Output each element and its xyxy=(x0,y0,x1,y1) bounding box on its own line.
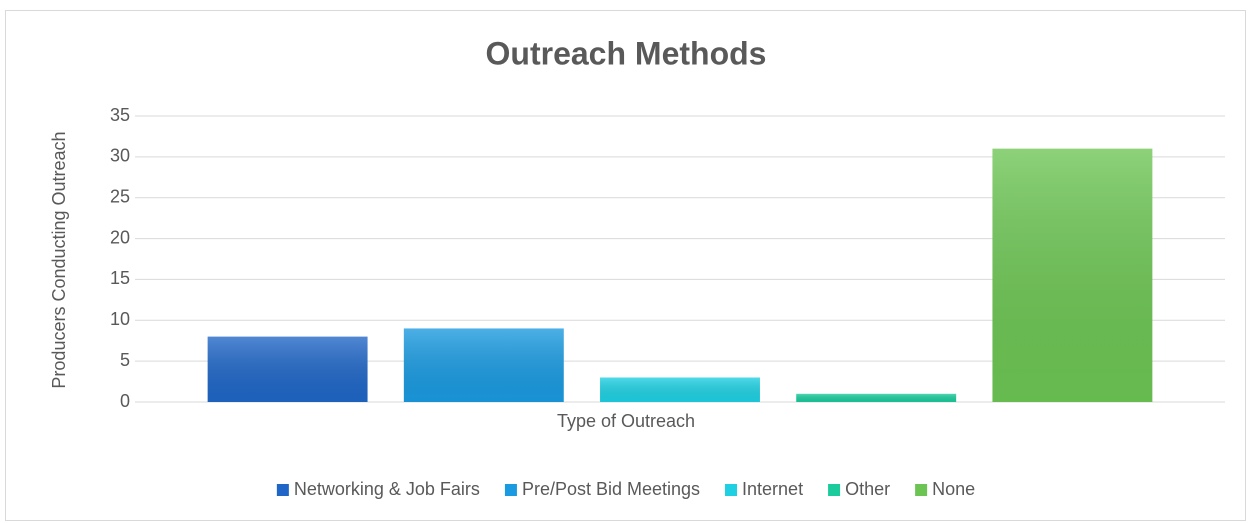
bar xyxy=(403,328,564,402)
y-tick-label: 30 xyxy=(110,146,130,166)
legend-label: Other xyxy=(845,479,890,499)
legend-swatch xyxy=(915,484,928,496)
bar xyxy=(600,377,760,402)
chart-title: Outreach Methods xyxy=(486,35,767,71)
bar xyxy=(992,148,1153,402)
y-axis-label: Producers Conducting Outreach xyxy=(49,131,69,388)
y-tick-label: 0 xyxy=(120,391,130,411)
legend-label: None xyxy=(932,479,975,499)
legend-swatch xyxy=(828,484,841,496)
y-tick-label: 35 xyxy=(110,105,130,125)
legend-label: Pre/Post Bid Meetings xyxy=(522,479,700,499)
legend-swatch xyxy=(725,484,738,496)
legend-label: Networking & Job Fairs xyxy=(294,479,480,499)
y-tick-label: 5 xyxy=(120,350,130,370)
y-tick-label: 10 xyxy=(110,309,130,329)
legend-label: Internet xyxy=(742,479,803,499)
x-axis-label: Type of Outreach xyxy=(557,411,695,431)
legend: Networking & Job Fairs Pre/Post Bid Meeti… xyxy=(276,479,975,499)
legend-swatch xyxy=(504,484,517,496)
legend-swatch xyxy=(276,484,289,496)
y-tick-label: 20 xyxy=(110,227,130,247)
y-tick-label: 15 xyxy=(110,268,130,288)
bar xyxy=(207,336,368,402)
y-tick-label: 25 xyxy=(110,186,130,206)
bar xyxy=(796,393,957,402)
